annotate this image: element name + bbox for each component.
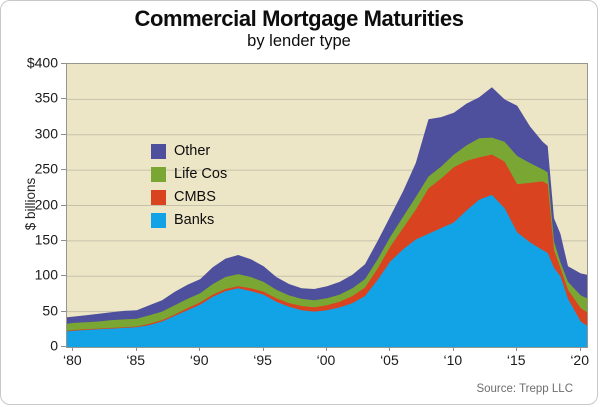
- chart-legend: Other Life Cos CMBS Banks: [151, 144, 227, 236]
- legend-item-other: Other: [151, 144, 227, 159]
- x-tick-mark: [579, 347, 581, 351]
- y-tick-mark: [61, 98, 66, 100]
- y-tick-label: 200: [34, 196, 58, 213]
- x-tick-label: ‘15: [506, 352, 526, 368]
- x-tick-mark: [516, 347, 518, 351]
- x-tick-label: ‘00: [316, 352, 336, 368]
- legend-label: Other: [174, 143, 211, 159]
- y-tick-label: $400: [26, 54, 58, 71]
- legend-label: Life Cos: [174, 166, 228, 182]
- x-tick-mark: [389, 347, 391, 351]
- chart-title: Commercial Mortgage Maturities: [134, 6, 464, 31]
- x-tick-mark: [135, 347, 137, 351]
- x-tick-label: ‘20: [570, 352, 589, 368]
- x-tick-mark: [326, 347, 327, 351]
- x-tick-mark: [452, 347, 454, 351]
- y-tick-label: 0: [50, 337, 58, 354]
- source-credit: Source: Trepp LLC: [476, 383, 573, 395]
- legend-item-cmbs: CMBS: [151, 190, 227, 205]
- y-tick-mark: [61, 239, 66, 241]
- stacked-area-chart: [67, 87, 587, 347]
- y-tick-mark: [61, 63, 66, 64]
- x-tick-label: ‘80: [62, 352, 82, 368]
- y-tick-label: 350: [34, 90, 58, 107]
- y-tick-mark: [61, 346, 66, 347]
- x-tick-label: ‘10: [443, 352, 463, 368]
- y-tick-label: 100: [34, 266, 58, 283]
- chart-subtitle: by lender type: [247, 32, 351, 50]
- y-tick-mark: [61, 310, 66, 312]
- y-tick-mark: [61, 133, 66, 135]
- legend-label: CMBS: [174, 189, 216, 205]
- x-tick-mark: [262, 347, 264, 351]
- y-tick-label: 300: [34, 125, 58, 142]
- x-tick-mark: [72, 347, 74, 351]
- x-tick-label: ‘85: [126, 352, 146, 368]
- legend-item-life-cos: Life Cos: [151, 167, 227, 182]
- legend-label: Banks: [174, 212, 215, 228]
- legend-swatch-cmbs: [151, 190, 166, 205]
- y-tick-mark: [61, 169, 66, 171]
- x-tick-mark: [199, 347, 201, 351]
- y-tick-label: 150: [34, 231, 58, 248]
- legend-item-banks: Banks: [151, 213, 227, 228]
- plot-area: Other Life Cos CMBS Banks: [66, 63, 588, 348]
- area-series-banks: [67, 194, 587, 347]
- legend-swatch-banks: [151, 213, 166, 228]
- legend-swatch-life-cos: [151, 167, 166, 182]
- y-tick-label: 250: [34, 160, 58, 177]
- x-tick-label: ‘90: [189, 352, 209, 368]
- x-tick-label: ‘95: [253, 352, 272, 368]
- y-tick-mark: [61, 275, 66, 277]
- y-tick-mark: [61, 204, 66, 206]
- x-tick-label: ‘05: [380, 352, 399, 368]
- legend-swatch-other: [151, 144, 166, 159]
- y-tick-label: 50: [42, 302, 58, 319]
